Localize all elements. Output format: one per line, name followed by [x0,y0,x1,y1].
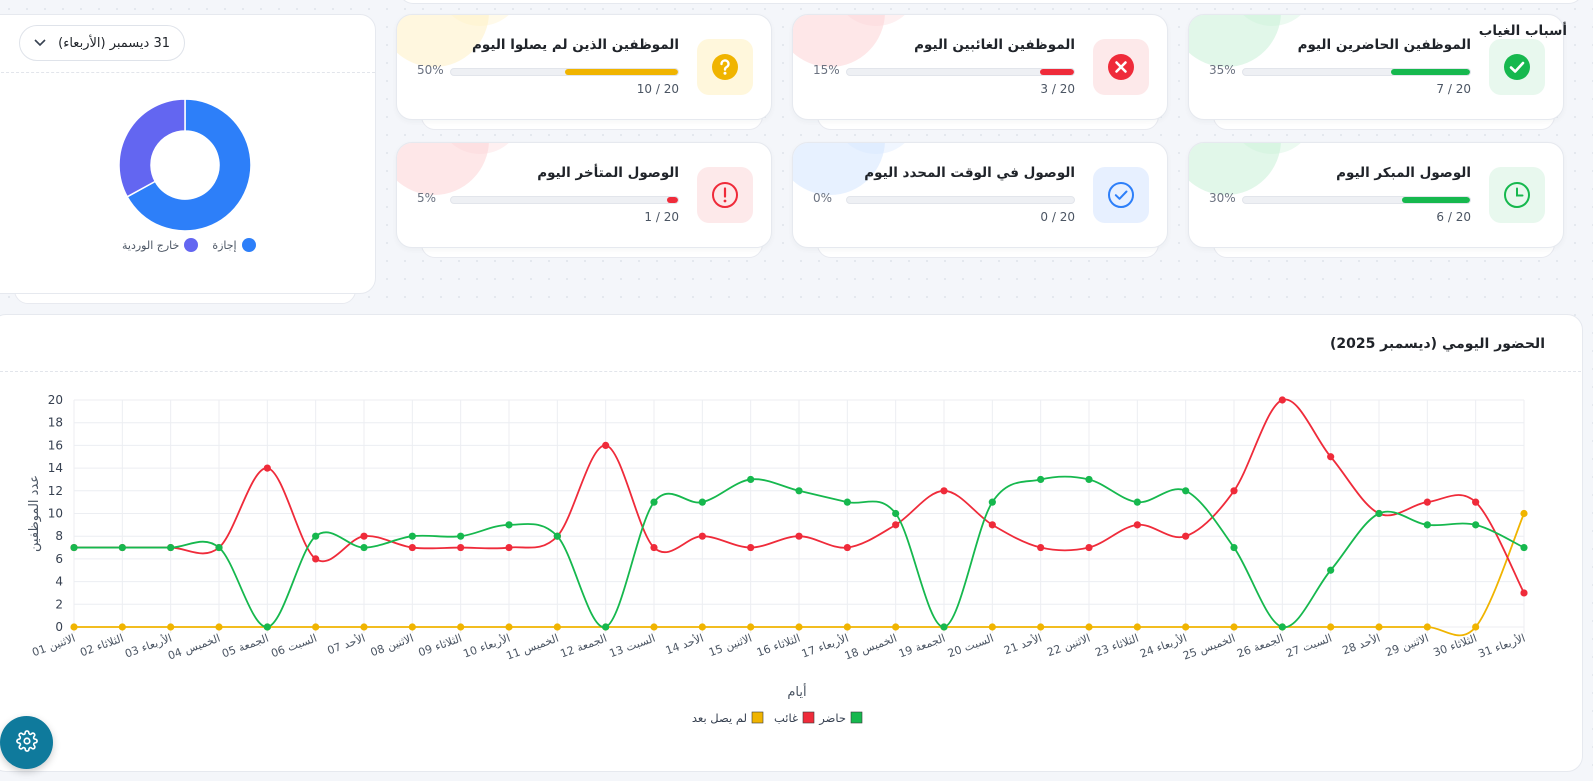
daily-attendance-panel [0,314,1583,772]
progress-bar [450,196,679,204]
progress-bar [1242,68,1471,76]
progress-fill [564,69,678,75]
card-percentage: 35% [1209,63,1236,77]
absence-donut-chart [118,98,252,232]
gear-icon [15,729,38,756]
card-percentage: 15% [813,63,840,77]
progress-bar [450,68,679,76]
check-circle-icon [1106,180,1136,210]
donut-slice[interactable] [126,98,252,232]
card-title: الموظفين الغائبين اليوم [914,37,1075,53]
stat-card-early: الوصول المبكر اليوم 30% 6 / 20 [1188,142,1564,248]
card-decoration [1229,15,1315,26]
legend-item-off-shift: خارج الوردية [122,238,199,252]
progress-bar [846,196,1075,204]
check-icon [1503,53,1531,81]
card-decoration [833,143,919,154]
card-decoration [1229,143,1315,154]
legend-item-leave: إجازة [212,238,256,252]
question-icon [711,53,739,81]
card-decoration [437,143,523,154]
stat-card-absent: الموظفين الغائبين اليوم 15% 3 / 20 [792,14,1168,120]
card-ratio: 1 / 20 [644,210,679,224]
card-ratio: 3 / 20 [1040,82,1075,96]
clock-icon [1502,180,1532,210]
donut-slice[interactable] [118,98,186,198]
card-title: الوصول المتأخر اليوم [537,165,679,181]
card-ratio: 7 / 20 [1436,82,1471,96]
legend-label: خارج الوردية [122,238,180,252]
stat-card-late: الوصول المتأخر اليوم 5% 1 / 20 [396,142,772,248]
progress-fill [1039,69,1074,75]
card-icon-box [697,167,753,223]
close-icon [1107,53,1135,81]
card-icon-box [1489,39,1545,95]
card-title: الوصول المبكر اليوم [1336,165,1471,181]
progress-bar [846,68,1075,76]
absence-legend: إجازة خارج الوردية [122,238,256,252]
legend-swatch [241,238,256,252]
card-percentage: 0% [813,191,833,205]
stat-card-present: الموظفين الحاضرين اليوم 35% 7 / 20 [1188,14,1564,120]
card-percentage: 50% [417,63,444,77]
progress-bar [1242,196,1471,204]
card-icon-box [1093,167,1149,223]
card-decoration [833,15,919,26]
progress-fill [1401,197,1470,203]
card-percentage: 30% [1209,191,1236,205]
chart-title: الحضور اليومي (ديسمبر 2025) [1329,336,1545,352]
divider [0,371,1581,372]
legend-swatch [184,238,199,252]
selected-date: 31 ديسمبر (الأربعاء) [58,35,170,51]
settings-button[interactable] [0,716,53,769]
card-ratio: 0 / 20 [1040,210,1075,224]
stat-card-not-arrived: الموظفين الذين لم يصلوا اليوم 50% 10 / 20 [396,14,772,120]
card-title: الموظفين الذين لم يصلوا اليوم [471,37,679,53]
legend-label: إجازة [212,238,237,252]
card-icon-box [697,39,753,95]
progress-fill [1390,69,1470,75]
card-ratio: 6 / 20 [1436,210,1471,224]
card-ratio: 10 / 20 [636,82,679,96]
card-decoration [437,15,523,26]
card-icon-box [1489,167,1545,223]
progress-fill [666,197,678,203]
absence-reasons-title: أسباب الغياب [1478,23,1567,39]
chevron-down-icon [34,36,46,51]
divider [0,72,375,73]
card-title: الموظفين الحاضرين اليوم [1297,37,1471,53]
card-icon-box [1093,39,1149,95]
stat-card-on-time: الوصول في الوقت المحدد اليوم 0% 0 / 20 [792,142,1168,248]
date-select[interactable]: 31 ديسمبر (الأربعاء) [19,25,185,61]
card-title: الوصول في الوقت المحدد اليوم [864,165,1075,181]
card-percentage: 5% [417,191,437,205]
alert-icon [710,180,740,210]
top-panel-edge [399,0,1583,4]
